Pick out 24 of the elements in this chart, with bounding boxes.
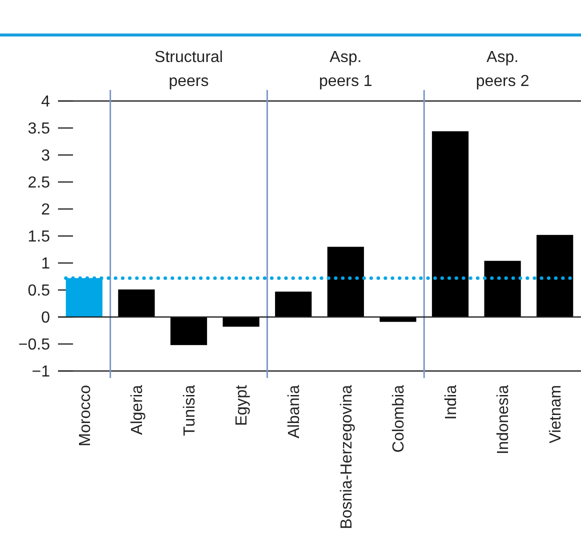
x-tick-label: Morocco	[76, 384, 94, 446]
y-tick-label: 0	[41, 310, 50, 327]
x-tick-label: India	[442, 384, 460, 420]
y-tick-label: 1	[41, 256, 50, 273]
text: Asp. peers 2	[476, 49, 530, 90]
y-tick-label: 0.5	[28, 282, 50, 300]
text: Structural peers	[154, 49, 223, 90]
x-tick-label: Algeria	[129, 384, 146, 435]
y-tick-label: 2	[41, 202, 50, 219]
x-tick-label: Colombia	[390, 384, 408, 453]
y-tick-label: 4	[41, 94, 50, 111]
y-tick-label: 2.5	[28, 174, 50, 192]
y-tick-label: −0.5	[18, 336, 50, 354]
y-tick-label: −1	[32, 364, 50, 381]
x-tick-label: Tunisia	[181, 384, 198, 436]
x-tick-label: Albania	[286, 384, 303, 438]
y-tick-label: 3.5	[28, 120, 50, 138]
x-tick-label: Vietnam	[547, 385, 564, 444]
x-tick-label: Bosnia-Herzegovina	[338, 384, 356, 530]
y-tick-label: 3	[41, 148, 50, 165]
y-tick-label: 1.5	[28, 228, 50, 246]
text: Asp. peers 1	[318, 49, 372, 90]
x-tick-label: Indonesia	[495, 384, 512, 454]
x-tick-label: Egypt	[234, 384, 251, 426]
